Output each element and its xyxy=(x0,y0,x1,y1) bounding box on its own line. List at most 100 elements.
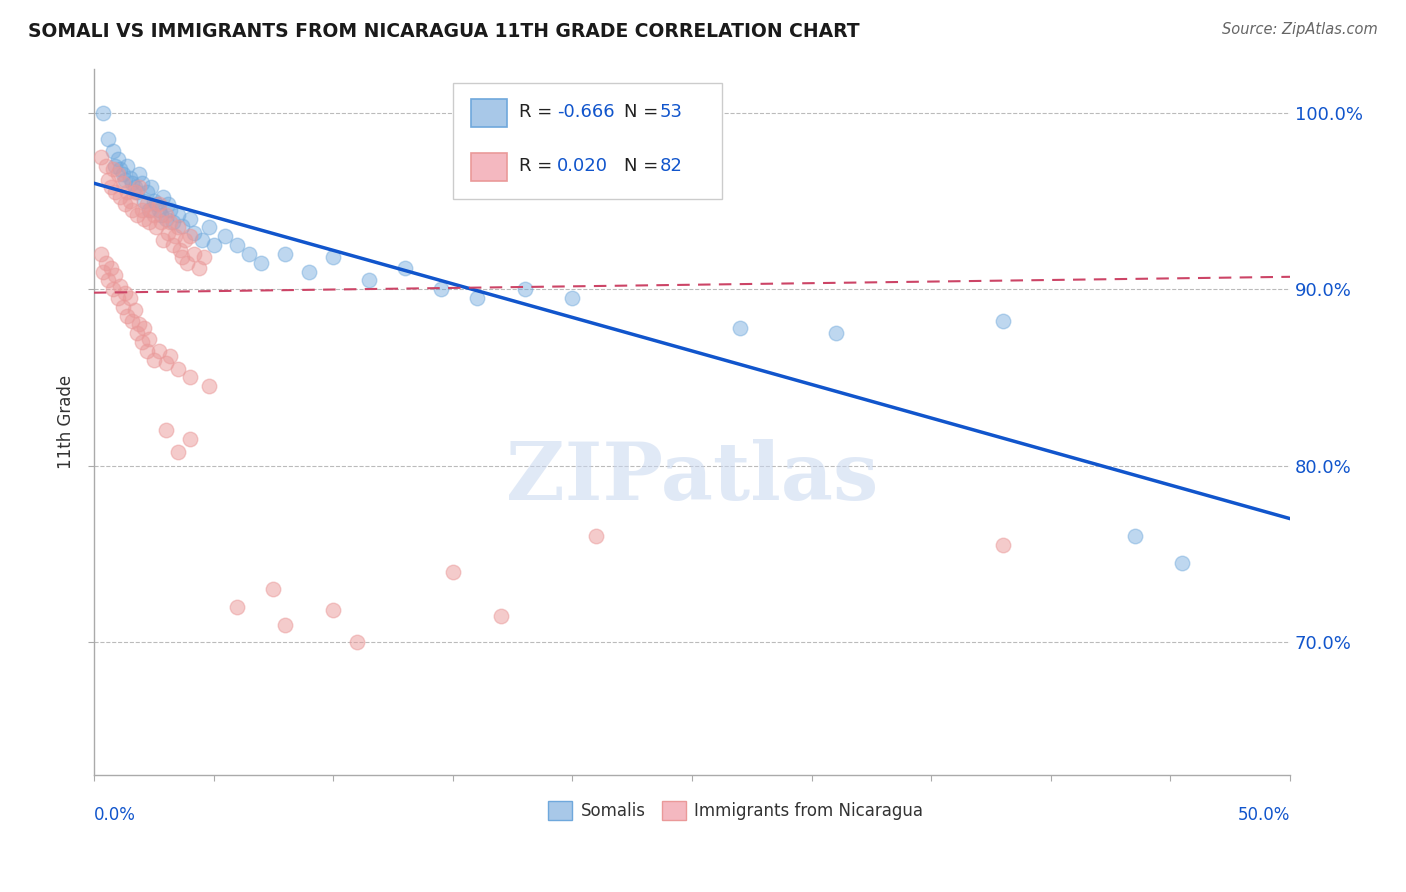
Point xyxy=(131,335,153,350)
Point xyxy=(107,291,129,305)
Point xyxy=(124,303,146,318)
Point xyxy=(166,361,188,376)
Point xyxy=(148,202,170,217)
FancyBboxPatch shape xyxy=(471,153,506,181)
Point xyxy=(991,538,1014,552)
Point xyxy=(1123,529,1146,543)
Point xyxy=(152,233,174,247)
Text: 0.020: 0.020 xyxy=(557,157,607,175)
Text: 50.0%: 50.0% xyxy=(1237,806,1291,824)
Point xyxy=(121,202,143,217)
Point xyxy=(141,179,163,194)
Point xyxy=(152,190,174,204)
Point xyxy=(145,220,167,235)
Point xyxy=(489,608,512,623)
FancyBboxPatch shape xyxy=(471,99,506,128)
Point xyxy=(118,291,141,305)
Point xyxy=(118,171,141,186)
Point xyxy=(155,356,177,370)
Point xyxy=(141,202,163,217)
Point xyxy=(357,273,380,287)
Point xyxy=(145,197,167,211)
Point xyxy=(162,215,184,229)
Point xyxy=(1171,556,1194,570)
Text: 53: 53 xyxy=(659,103,683,120)
Point xyxy=(159,349,181,363)
Point xyxy=(824,326,846,341)
Point xyxy=(190,233,212,247)
Point xyxy=(172,219,194,233)
Point xyxy=(128,318,150,332)
Point xyxy=(155,208,177,222)
Point xyxy=(121,176,143,190)
Point xyxy=(322,603,344,617)
Point xyxy=(131,202,153,217)
Text: N =: N = xyxy=(624,103,664,120)
Point xyxy=(110,278,132,293)
Point xyxy=(125,326,148,341)
Point xyxy=(159,215,181,229)
Point xyxy=(346,635,368,649)
Point xyxy=(513,282,536,296)
Point xyxy=(166,444,188,458)
Text: R =: R = xyxy=(519,157,558,175)
Point xyxy=(124,179,146,194)
Point xyxy=(394,260,416,275)
Point xyxy=(274,247,297,261)
Point xyxy=(94,159,117,173)
Point xyxy=(101,282,124,296)
Point xyxy=(585,529,607,543)
Point xyxy=(179,432,201,446)
Point xyxy=(114,197,136,211)
Text: R =: R = xyxy=(519,103,558,120)
Point xyxy=(193,251,215,265)
Point xyxy=(135,197,157,211)
Point xyxy=(107,152,129,166)
Point xyxy=(183,247,205,261)
Text: SOMALI VS IMMIGRANTS FROM NICARAGUA 11TH GRADE CORRELATION CHART: SOMALI VS IMMIGRANTS FROM NICARAGUA 11TH… xyxy=(28,22,859,41)
Point xyxy=(110,162,132,177)
Point xyxy=(166,220,188,235)
Point xyxy=(118,194,141,208)
Point xyxy=(131,176,153,190)
Point xyxy=(111,168,134,182)
Point xyxy=(188,260,211,275)
Point xyxy=(138,332,160,346)
Point xyxy=(138,202,160,217)
Point xyxy=(430,282,453,296)
Point xyxy=(148,343,170,358)
Point xyxy=(172,251,194,265)
FancyBboxPatch shape xyxy=(548,801,572,821)
Point xyxy=(104,185,127,199)
Point xyxy=(142,194,165,208)
Text: Source: ZipAtlas.com: Source: ZipAtlas.com xyxy=(1222,22,1378,37)
Point xyxy=(97,273,120,287)
Point xyxy=(561,291,583,305)
Point xyxy=(157,197,180,211)
Text: ZIPatlas: ZIPatlas xyxy=(506,439,879,517)
Point xyxy=(134,211,156,226)
Point xyxy=(165,229,187,244)
Point xyxy=(125,208,148,222)
Point xyxy=(101,145,124,159)
Point xyxy=(104,268,127,282)
Point xyxy=(100,260,122,275)
Point xyxy=(149,215,172,229)
Point xyxy=(197,220,219,235)
Point xyxy=(298,264,321,278)
Point xyxy=(114,172,136,186)
Point xyxy=(134,194,156,208)
Point xyxy=(179,370,201,384)
Text: Somalis: Somalis xyxy=(581,802,645,820)
Point xyxy=(162,238,184,252)
Point xyxy=(728,321,751,335)
Point xyxy=(93,264,115,278)
Point xyxy=(179,211,201,226)
Point xyxy=(128,179,150,194)
Point xyxy=(107,168,129,182)
Y-axis label: 11th Grade: 11th Grade xyxy=(58,375,75,468)
Point xyxy=(121,314,143,328)
Point xyxy=(202,238,225,252)
Point xyxy=(173,233,195,247)
Text: Immigrants from Nicaragua: Immigrants from Nicaragua xyxy=(695,802,924,820)
